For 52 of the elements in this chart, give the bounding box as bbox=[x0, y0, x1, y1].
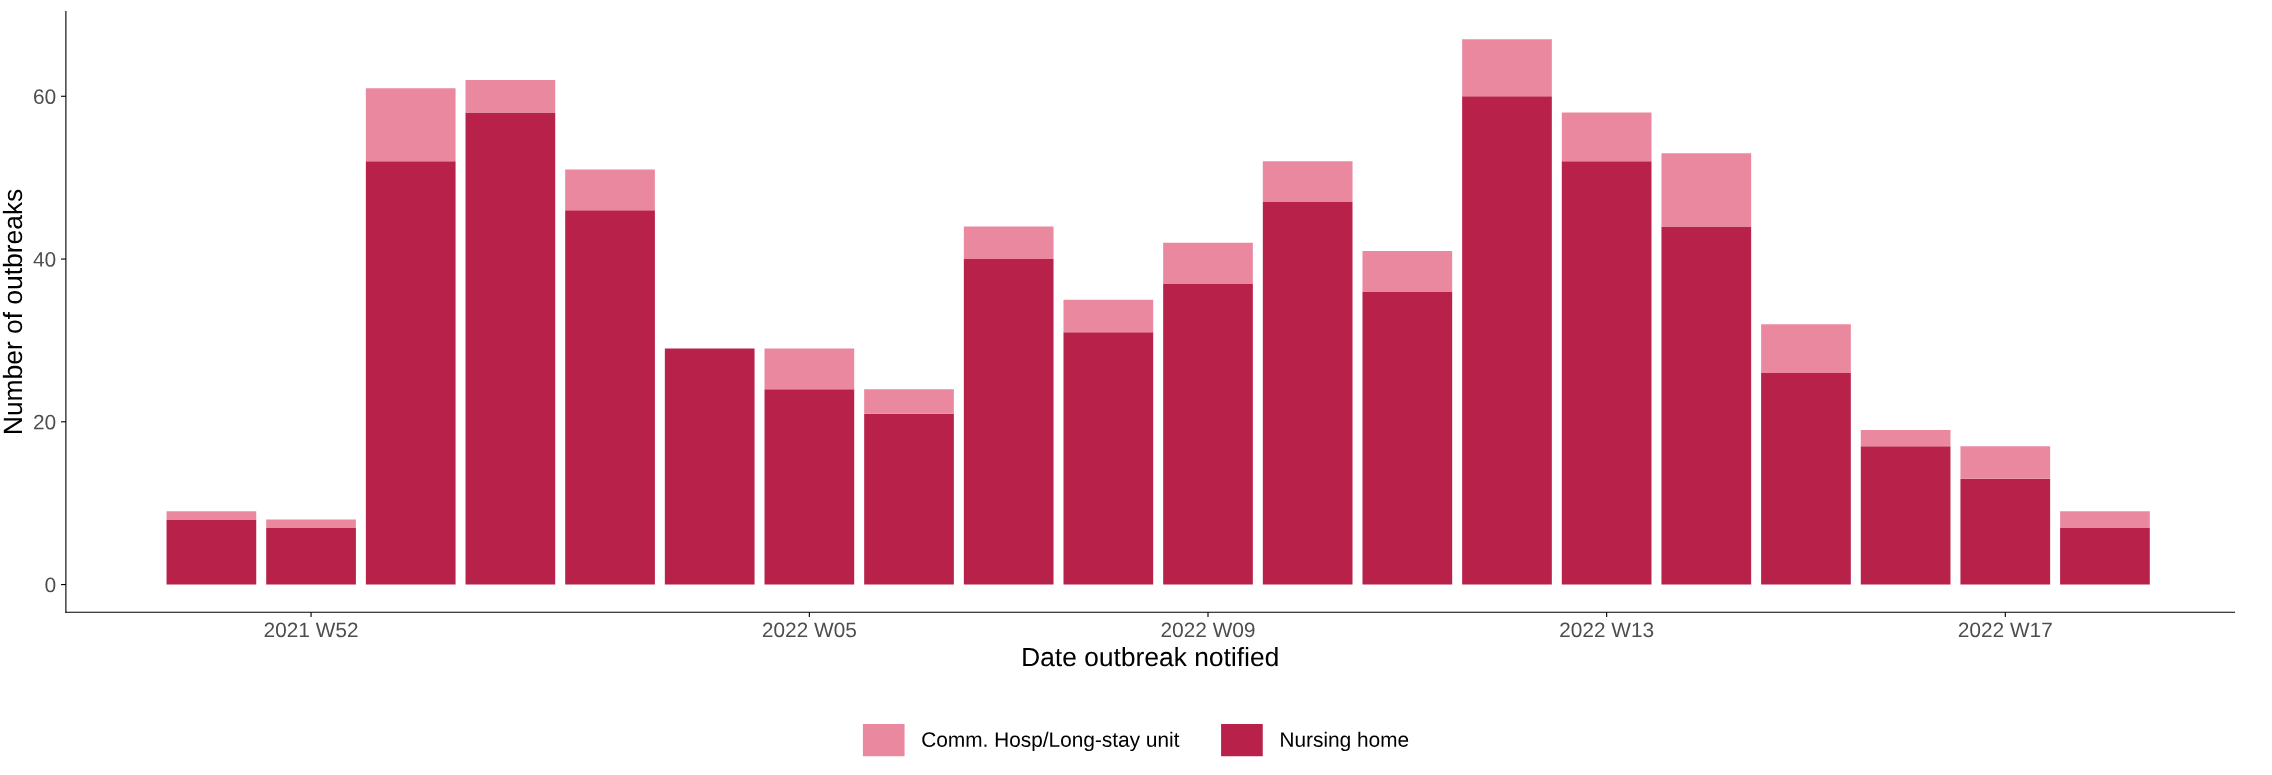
x-tick-label: 2021 W52 bbox=[264, 622, 358, 638]
y-tick-label: 40 bbox=[33, 252, 56, 267]
bar bbox=[1163, 242, 1253, 284]
x-tick-label: 2022 W13 bbox=[1560, 622, 1654, 638]
bar bbox=[1362, 250, 1453, 292]
bar bbox=[764, 389, 855, 585]
bar bbox=[565, 169, 655, 211]
bar bbox=[565, 210, 655, 585]
bar bbox=[1362, 291, 1453, 585]
bar bbox=[365, 161, 456, 585]
bar bbox=[465, 79, 556, 113]
bar bbox=[266, 527, 356, 585]
bar bbox=[963, 226, 1054, 260]
legend-label: Comm. Hosp/Long-stay unit bbox=[922, 731, 1180, 752]
bar bbox=[1960, 478, 2051, 585]
y-tick-label: 20 bbox=[34, 414, 56, 430]
bar bbox=[864, 389, 954, 414]
x-tick-label: 2022 W05 bbox=[762, 622, 856, 638]
bar bbox=[166, 519, 257, 585]
bar bbox=[465, 112, 556, 585]
bar bbox=[2060, 527, 2150, 585]
bar bbox=[1063, 299, 1154, 333]
y-tick-label: 0 bbox=[45, 577, 56, 593]
bar bbox=[1262, 202, 1353, 585]
bar bbox=[1960, 446, 2051, 479]
bar bbox=[1860, 429, 1951, 447]
bar bbox=[1163, 283, 1253, 585]
x-tick-label: 2022 W17 bbox=[1958, 622, 2052, 638]
bar bbox=[764, 348, 855, 390]
bar bbox=[963, 259, 1054, 585]
x-axis-title: Date outbreak notified bbox=[1023, 646, 1278, 667]
bar bbox=[1063, 332, 1154, 585]
bar bbox=[1860, 446, 1951, 585]
bar bbox=[1462, 96, 1552, 585]
bar bbox=[1262, 161, 1353, 203]
legend-label: Nursing home bbox=[1281, 731, 1409, 752]
bar bbox=[166, 511, 257, 520]
bar bbox=[2060, 511, 2150, 528]
y-axis-title: Number of outbreaks bbox=[2, 189, 23, 433]
bar bbox=[1561, 161, 1652, 585]
x-tick-label: 2022 W09 bbox=[1161, 622, 1255, 638]
bar bbox=[1462, 39, 1552, 97]
bar bbox=[1661, 226, 1752, 585]
bar bbox=[1761, 372, 1851, 585]
bar bbox=[1761, 324, 1851, 373]
bar bbox=[864, 413, 954, 585]
bar bbox=[1561, 112, 1652, 162]
bar bbox=[365, 88, 456, 162]
bar bbox=[266, 519, 356, 528]
bar bbox=[664, 348, 755, 585]
bar bbox=[1661, 153, 1752, 227]
y-tick-label: 60 bbox=[34, 89, 56, 105]
